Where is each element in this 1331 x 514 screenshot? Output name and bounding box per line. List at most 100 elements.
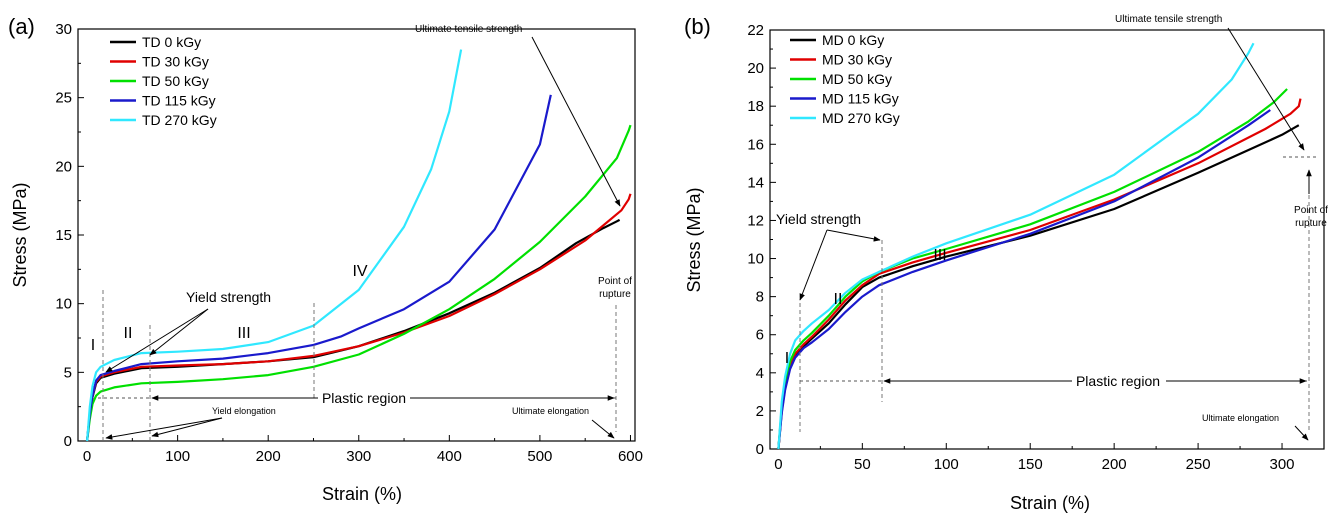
- panel-b-legend: MD 0 kGy MD 30 kGy MD 50 kGy MD 115 kGy MD 2…: [790, 32, 900, 126]
- y-tick-label-a: 30: [55, 21, 72, 38]
- series-line-md-115-kgy: [777, 109, 1271, 450]
- x-tick-label-a: 100: [165, 448, 190, 465]
- x-tick-label-a: 0: [83, 448, 91, 465]
- x-tick-label-b: 250: [1186, 456, 1211, 473]
- panel-b-y-axis-label: Stress (MPa): [684, 187, 704, 292]
- panel-b-annotations: I II III Yield strength Plastic region U…: [776, 14, 1328, 441]
- panel-b-x-axis-label: Strain (%): [1010, 493, 1090, 513]
- y-tick-label-b: 2: [756, 403, 764, 420]
- x-tick-label-a: 200: [256, 448, 281, 465]
- legend-label: TD 30 kGy: [142, 54, 209, 70]
- region-label-I-b: I: [785, 350, 789, 367]
- region-label-I: I: [91, 337, 95, 354]
- y-tick-label-b: 8: [756, 289, 764, 306]
- plastic-region-label-bg: [318, 388, 412, 406]
- y-tick-label-a: 25: [55, 90, 72, 107]
- y-tick-label-a: 15: [55, 227, 72, 244]
- legend-label: TD 0 kGy: [142, 34, 201, 50]
- series-line-td-50-kgy: [86, 124, 632, 442]
- y-tick-label-b: 20: [747, 60, 764, 77]
- x-tick-label-b: 200: [1102, 456, 1127, 473]
- yield-strength-arrow-b-2: [826, 229, 881, 242]
- y-tick-label-b: 6: [756, 327, 764, 344]
- region-label-III-b: III: [933, 247, 946, 264]
- ultimate-elongation-arrow-b: [1294, 425, 1309, 441]
- x-tick-label-a: 300: [346, 448, 371, 465]
- x-tick-label-a: 400: [437, 448, 462, 465]
- ultimate-elongation-label-b: Ultimate elongation: [1202, 413, 1279, 423]
- series-line-md-270-kgy: [777, 42, 1255, 450]
- chart-panel-b: (b) 0 50 100 150 200 250 300 0 2 4 6 8 10 12 14 16 18 20 2…: [684, 14, 1328, 513]
- plastic-region-label-b: Plastic region: [1076, 373, 1160, 389]
- yield-elongation-arrow-2: [151, 417, 223, 438]
- panel-b-label: (b): [684, 14, 711, 39]
- x-tick-label-b: 100: [934, 456, 959, 473]
- yield-elongation-arrow-1: [105, 417, 223, 440]
- legend-label: TD 50 kGy: [142, 73, 209, 89]
- y-tick-label-b: 0: [756, 441, 764, 458]
- yield-elongation-label: Yield elongation: [212, 406, 276, 416]
- ultimate-tensile-strength-label-b: Ultimate tensile strength: [1115, 14, 1222, 25]
- legend-label: MD 0 kGy: [822, 32, 884, 48]
- y-tick-label-b: 10: [747, 251, 764, 268]
- yield-strength-label: Yield strength: [186, 289, 271, 305]
- x-tick-label-b: 50: [854, 456, 871, 473]
- y-tick-label-a: 5: [64, 364, 72, 381]
- point-of-rupture-label-b-line1: Point of: [1294, 205, 1328, 216]
- yield-strength-label-b: Yield strength: [776, 211, 861, 227]
- panel-a-y-axis-label: Stress (MPa): [10, 182, 30, 287]
- y-tick-label-b: 22: [747, 22, 764, 39]
- plastic-region-label-bg-b: [1072, 371, 1166, 389]
- y-tick-label-b: 18: [747, 98, 764, 115]
- ultimate-tensile-strength-arrow-b: [1227, 27, 1305, 151]
- y-tick-label-b: 12: [747, 212, 764, 229]
- legend-label: MD 30 kGy: [822, 52, 892, 68]
- ultimate-elongation-label: Ultimate elongation: [512, 406, 589, 416]
- legend-label: MD 115 kGy: [822, 91, 899, 107]
- panel-b-ticks: 0 50 100 150 200 250 300 0 2 4 6 8 10 12 14 16 18 20 22: [747, 22, 1325, 473]
- point-of-rupture-label-line1: Point of: [598, 276, 632, 287]
- series-line-td-115-kgy: [86, 94, 552, 442]
- y-tick-label-a: 10: [55, 296, 72, 313]
- series-line-td-270-kgy: [86, 49, 463, 442]
- x-tick-label-b: 150: [1018, 456, 1043, 473]
- ultimate-elongation-arrow: [591, 419, 615, 439]
- point-of-rupture-label-b-line2: rupture: [1295, 218, 1327, 229]
- region-label-II-b: II: [834, 291, 843, 308]
- point-of-rupture-label-line2: rupture: [599, 289, 631, 300]
- y-tick-label-b: 16: [747, 136, 764, 153]
- panel-a-annotations: I II III IV Yield strength Plastic regio…: [91, 24, 632, 440]
- region-label-IV: IV: [352, 263, 367, 280]
- ultimate-tensile-strength-label: Ultimate tensile strength: [415, 24, 522, 35]
- ultimate-tensile-strength-arrow: [531, 36, 621, 207]
- legend-label: TD 115 kGy: [142, 93, 216, 109]
- x-tick-label-b: 300: [1270, 456, 1295, 473]
- series-line-md-50-kgy: [777, 88, 1288, 450]
- legend-label: MD 270 kGy: [822, 110, 900, 126]
- y-tick-label-a: 0: [64, 433, 72, 450]
- panel-a-legend: TD 0 kGy TD 30 kGy TD 50 kGy TD 115 kGy TD 2…: [110, 34, 217, 128]
- panel-a-label: (a): [8, 14, 35, 39]
- series-line-md-30-kgy: [777, 98, 1302, 450]
- plastic-region-label: Plastic region: [322, 390, 406, 406]
- yield-strength-arrow-2: [149, 308, 209, 356]
- panel-b-series-group: [777, 42, 1302, 450]
- chart-panel-a: (a) 0 100 200 300 400 500 600 0 5 10 15 20 25 30 Stra…: [8, 14, 643, 504]
- x-tick-label-b: 0: [774, 456, 782, 473]
- y-tick-label-b: 14: [747, 174, 764, 191]
- y-tick-label-b: 4: [756, 365, 764, 382]
- yield-strength-arrow-b-1: [799, 229, 828, 301]
- y-tick-label-a: 20: [55, 158, 72, 175]
- yield-strength-arrow-1: [105, 308, 209, 373]
- panel-a-x-axis-label: Strain (%): [322, 484, 402, 504]
- panel-a-series-group: [86, 49, 632, 442]
- legend-label: MD 50 kGy: [822, 71, 892, 87]
- x-tick-label-a: 500: [527, 448, 552, 465]
- plot-frame-a: [77, 28, 636, 442]
- panel-a-ticks: 0 100 200 300 400 500 600 0 5 10 15 20 25 30: [55, 21, 643, 465]
- x-tick-label-a: 600: [618, 448, 643, 465]
- region-label-III: III: [237, 325, 250, 342]
- legend-label: TD 270 kGy: [142, 112, 217, 128]
- region-label-II: II: [124, 325, 133, 342]
